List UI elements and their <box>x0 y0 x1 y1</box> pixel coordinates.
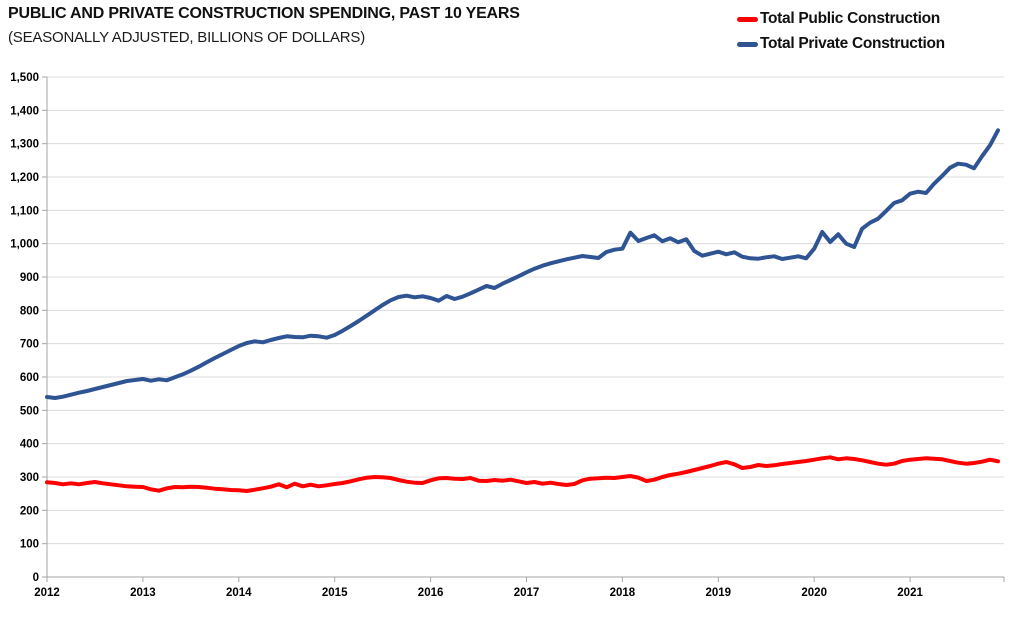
x-axis-label: 2018 <box>610 587 636 599</box>
public-line-swatch-icon <box>737 16 758 22</box>
x-axis-label: 2020 <box>801 587 827 599</box>
y-axis-label: 1,000 <box>10 239 39 251</box>
legend-item-public: Total Public Construction <box>737 7 945 31</box>
private-line-swatch-icon <box>737 41 758 47</box>
y-axis-label: 900 <box>20 272 39 284</box>
axis-labels: 0 100 200 300 400 500 600 700 800 900 1,000 1,100 1,… <box>10 72 923 599</box>
x-axis-label: 2019 <box>705 587 731 599</box>
x-axis-label: 2021 <box>897 587 923 599</box>
data-series <box>45 128 1000 493</box>
y-axis-label: 1,400 <box>10 105 39 117</box>
x-axis-label: 2015 <box>322 587 348 599</box>
y-axis-label: 1,200 <box>10 172 39 184</box>
x-axis-label: 2012 <box>34 587 60 599</box>
y-axis-label: 700 <box>20 339 39 351</box>
legend-label-private: Total Private Construction <box>760 35 945 52</box>
public-series-line <box>45 455 1000 493</box>
y-axis-label: 1,500 <box>10 72 39 84</box>
legend-label-public: Total Public Construction <box>760 10 940 27</box>
x-axis-label: 2014 <box>226 587 252 599</box>
y-axis-label: 400 <box>20 439 39 451</box>
y-axis-label: 1,300 <box>10 139 39 151</box>
gridlines <box>47 76 1004 545</box>
x-axis-label: 2016 <box>418 587 444 599</box>
legend-item-private: Total Private Construction <box>737 32 945 56</box>
chart-title: PUBLIC AND PRIVATE CONSTRUCTION SPENDING… <box>8 5 520 22</box>
legend: Total Public Construction Total Private … <box>737 7 945 56</box>
y-axis-label: 0 <box>33 572 39 584</box>
y-axis-label: 800 <box>20 305 39 317</box>
x-axis-label: 2017 <box>514 587 540 599</box>
y-axis-label: 600 <box>20 372 39 384</box>
y-axis-label: 500 <box>20 405 39 417</box>
x-axis-label: 2013 <box>130 587 156 599</box>
y-axis-label: 200 <box>20 505 39 517</box>
chart-subtitle: (SEASONALLY ADJUSTED, BILLIONS OF DOLLAR… <box>8 29 365 46</box>
y-axis-label: 1,100 <box>10 205 39 217</box>
y-axis-label: 300 <box>20 472 39 484</box>
y-axis-label: 100 <box>20 539 39 551</box>
axes <box>42 76 1005 582</box>
private-series-line <box>45 128 1000 400</box>
